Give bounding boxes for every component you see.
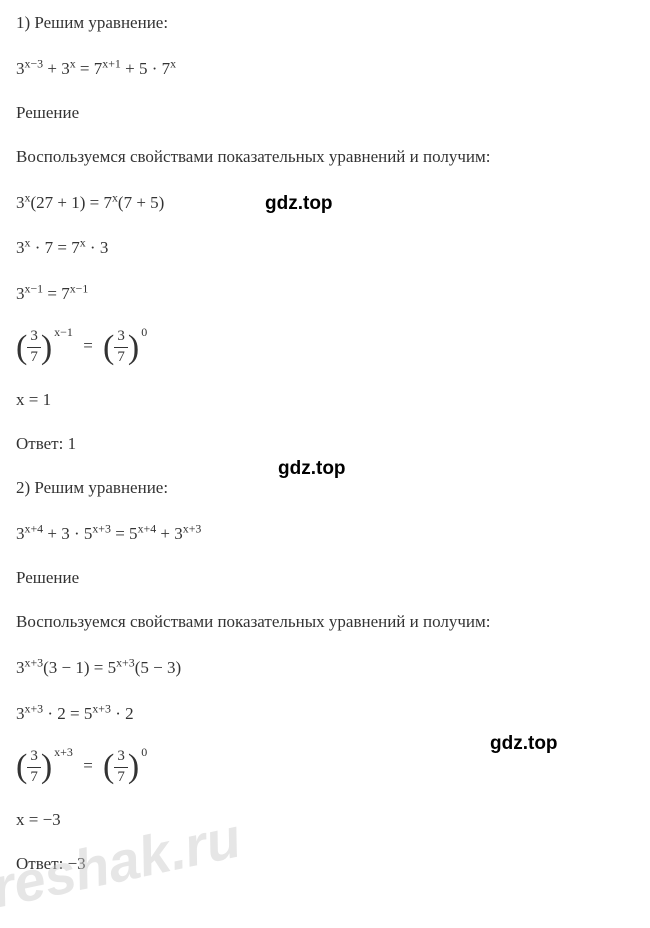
problem1-equation: 3x−3 + 3x = 7x+1 + 5 · 7x xyxy=(16,56,634,80)
problem2-intro: Воспользуемся свойствами показательных у… xyxy=(16,611,634,633)
problem2-step2: 3x+3 · 2 = 5x+3 · 2 xyxy=(16,701,634,725)
problem2-step1: 3x+3(3 − 1) = 5x+3(5 − 3) xyxy=(16,656,634,680)
numerator: 3 xyxy=(27,327,41,348)
text: 3x+3(3 − 1) = 5x+3(5 − 3) xyxy=(16,658,181,677)
left-frac: ( 3 7 ) x+3 xyxy=(16,747,73,787)
problem2-answer: Ответ: −3 xyxy=(16,853,634,875)
problem1-step3: 3x−1 = 7x−1 xyxy=(16,282,634,306)
numerator: 3 xyxy=(114,327,128,348)
paren-left: ( xyxy=(16,334,27,361)
denominator: 7 xyxy=(27,348,41,368)
problem2-equation: 3x+4 + 3 · 5x+3 = 5x+4 + 3x+3 xyxy=(16,522,634,546)
paren-right: ) xyxy=(128,334,139,361)
fraction: 3 7 xyxy=(114,327,128,367)
paren-left: ( xyxy=(103,334,114,361)
paren-right: ) xyxy=(41,753,52,780)
problem1-step2: 3x · 7 = 7x · 3 xyxy=(16,236,634,260)
right-frac: ( 3 7 ) 0 xyxy=(103,327,147,367)
problem2-result: x = −3 xyxy=(16,809,634,831)
exponent-left: x+3 xyxy=(54,745,73,761)
fraction: 3 7 xyxy=(27,327,41,367)
problem1-intro: Воспользуемся свойствами показательных у… xyxy=(16,146,634,168)
problem1-frac-step: ( 3 7 ) x−1 = ( 3 7 ) 0 xyxy=(16,327,634,367)
equals: = xyxy=(83,336,93,355)
paren-right: ) xyxy=(128,753,139,780)
text: 3x+4 + 3 · 5x+3 = 5x+4 + 3x+3 xyxy=(16,524,201,543)
problem2-frac-step: ( 3 7 ) x+3 = ( 3 7 ) 0 xyxy=(16,747,634,787)
paren-right: ) xyxy=(41,334,52,361)
left-frac: ( 3 7 ) x−1 xyxy=(16,327,73,367)
numerator: 3 xyxy=(114,747,128,768)
problem1-answer: Ответ: 1 xyxy=(16,433,634,455)
problem1-result: x = 1 xyxy=(16,389,634,411)
denominator: 7 xyxy=(114,768,128,788)
problem1-heading: 1) Решим уравнение: xyxy=(16,12,634,34)
numerator: 3 xyxy=(27,747,41,768)
equals: = xyxy=(83,756,93,775)
problem2-solution-label: Решение xyxy=(16,567,634,589)
exponent-right: 0 xyxy=(141,325,147,341)
problem2-heading: 2) Решим уравнение: xyxy=(16,477,634,499)
denominator: 7 xyxy=(114,348,128,368)
text: 3x · 7 = 7x · 3 xyxy=(16,238,108,257)
fraction: 3 7 xyxy=(114,747,128,787)
text: 3x+3 · 2 = 5x+3 · 2 xyxy=(16,704,134,723)
text: 3x−1 = 7x−1 xyxy=(16,284,88,303)
fraction: 3 7 xyxy=(27,747,41,787)
denominator: 7 xyxy=(27,768,41,788)
text: 3x(27 + 1) = 7x(7 + 5) xyxy=(16,193,164,212)
paren-left: ( xyxy=(103,753,114,780)
right-frac: ( 3 7 ) 0 xyxy=(103,747,147,787)
exponent-left: x−1 xyxy=(54,325,73,341)
eq-text: 3x−3 + 3x = 7x+1 + 5 · 7x xyxy=(16,59,176,78)
exponent-right: 0 xyxy=(141,745,147,761)
problem1-step1: 3x(27 + 1) = 7x(7 + 5) xyxy=(16,190,634,214)
problem1-solution-label: Решение xyxy=(16,102,634,124)
paren-left: ( xyxy=(16,753,27,780)
